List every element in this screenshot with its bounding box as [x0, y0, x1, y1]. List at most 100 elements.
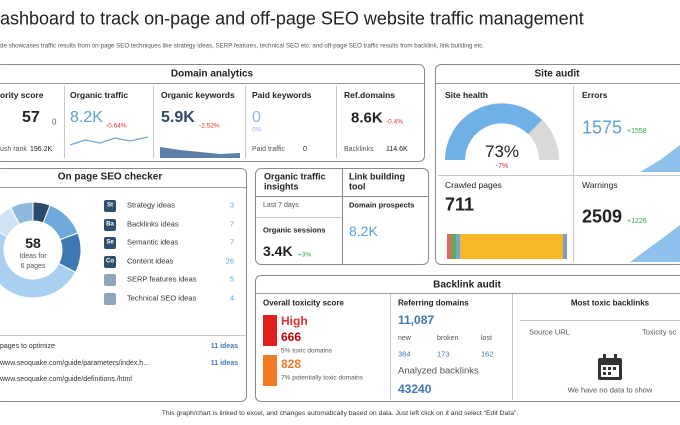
metric-value: 8.2K [349, 222, 378, 239]
footer-note: This graph/chart is linked to excel, and… [161, 410, 519, 418]
donut-segment [10, 201, 34, 225]
bar-segment [563, 234, 567, 259]
label: High [281, 314, 308, 329]
label: 0 [52, 117, 57, 127]
bar-segment [456, 234, 460, 259]
idea-count: 5 [229, 275, 234, 285]
idea-name: Backlinks ideas [127, 219, 179, 229]
label: Domain prospects [349, 200, 415, 210]
label: 7% potentially toxic domains [281, 374, 364, 382]
divider [256, 293, 680, 294]
donut-label: Ideas for [19, 252, 47, 260]
label: Most toxic backlinks [570, 298, 650, 308]
panel-title: Site audit [534, 68, 580, 80]
divider [256, 196, 428, 197]
label: -2.52% [199, 122, 220, 130]
column-label: new [398, 334, 411, 342]
idea-name: SERP features ideas [127, 275, 197, 285]
idea-icon [104, 293, 116, 305]
panel-title: On page SEO checker [57, 171, 163, 183]
divider [573, 86, 574, 262]
site-audit-panel [435, 64, 680, 265]
label: Errors [582, 90, 608, 101]
label: ority score [0, 90, 44, 101]
divider [436, 83, 680, 84]
page-url: www.seoquake.com/guide/parameters/index.… [0, 359, 150, 367]
page-ideas: 11 ideas [210, 342, 238, 350]
column-value: 162 [481, 349, 494, 359]
metric-value: 0 [252, 108, 261, 126]
label: Paid traffic [252, 145, 285, 153]
idea-icon [104, 200, 116, 212]
idea-icon-label: Ba [106, 221, 114, 228]
column-value: 384 [398, 349, 411, 359]
divider [256, 217, 342, 218]
column-label: Toxicity sc [642, 327, 677, 337]
gauge-fill [445, 103, 542, 160]
bar-segment [447, 234, 451, 259]
toxicity-bar [263, 355, 277, 386]
label: Paid keywords [252, 90, 312, 101]
label: Analyzed backlinks [398, 365, 479, 377]
donut-label: 6 pages [20, 262, 46, 270]
divider [336, 86, 337, 158]
metric-value: 43240 [398, 382, 432, 397]
panel-title: Domain analytics [170, 68, 254, 80]
donut-segment [0, 232, 77, 299]
label: 196.2K [30, 145, 53, 153]
label: -0.4% [386, 118, 403, 126]
label: 5% toxic domains [281, 347, 332, 355]
idea-icon-label: St [107, 202, 113, 209]
label: Organic traffic [70, 90, 129, 101]
label: -7% [495, 162, 509, 170]
metric-value: 73% [484, 142, 520, 162]
idea-icon [104, 274, 116, 287]
domain-analytics-panel [0, 64, 425, 162]
divider [64, 86, 65, 158]
idea-name: Content ideas [127, 256, 174, 266]
sparkline [69, 136, 149, 146]
divider [512, 294, 513, 400]
page-ideas: 11 ideas [210, 359, 238, 367]
metric-value: 711 [445, 194, 475, 215]
label: Backlinks [344, 145, 374, 153]
idea-icon [104, 237, 116, 250]
idea-count: 4 [229, 293, 234, 303]
label: Site health [445, 90, 488, 101]
area-chart [640, 145, 680, 172]
metric-value: 8.2K [70, 108, 103, 126]
divider [0, 187, 246, 188]
divider [0, 335, 246, 336]
label: 0 [303, 145, 307, 153]
page-subtitle: de showcases traffic results from on-pag… [0, 42, 485, 50]
label: Overall toxicity score [263, 298, 344, 308]
metric-value: 2509 [582, 206, 623, 227]
page-url: www.seoquake.com/guide/definitions./html [0, 375, 132, 383]
idea-count: 7 [229, 237, 234, 247]
divider [342, 168, 343, 265]
backlink-audit-panel [255, 275, 680, 402]
metric-value: 57 [22, 108, 40, 126]
label: 114.6K [386, 145, 408, 153]
metric-value: 11,087 [398, 313, 435, 328]
label: Warnings [582, 180, 618, 191]
idea-name: Strategy ideas [127, 200, 175, 210]
metric-value: 8.6K [351, 109, 383, 127]
donut-total: 58 [25, 234, 41, 251]
panel-title: Backlink audit [433, 279, 501, 291]
idea-icon-label: Co [106, 258, 114, 265]
label: Organic sessions [263, 225, 326, 235]
label: Organic keywords [161, 90, 235, 101]
metric-value: 666 [281, 330, 302, 345]
metric-value: 5.9K [161, 108, 195, 126]
bar-segment [451, 234, 456, 259]
label: Last 7 days [263, 201, 299, 209]
divider [0, 83, 424, 84]
label: -0.64% [106, 122, 127, 130]
divider [390, 294, 391, 400]
idea-name: Technical SEO ideas [127, 293, 197, 303]
divider [153, 86, 154, 158]
divider [520, 320, 680, 321]
